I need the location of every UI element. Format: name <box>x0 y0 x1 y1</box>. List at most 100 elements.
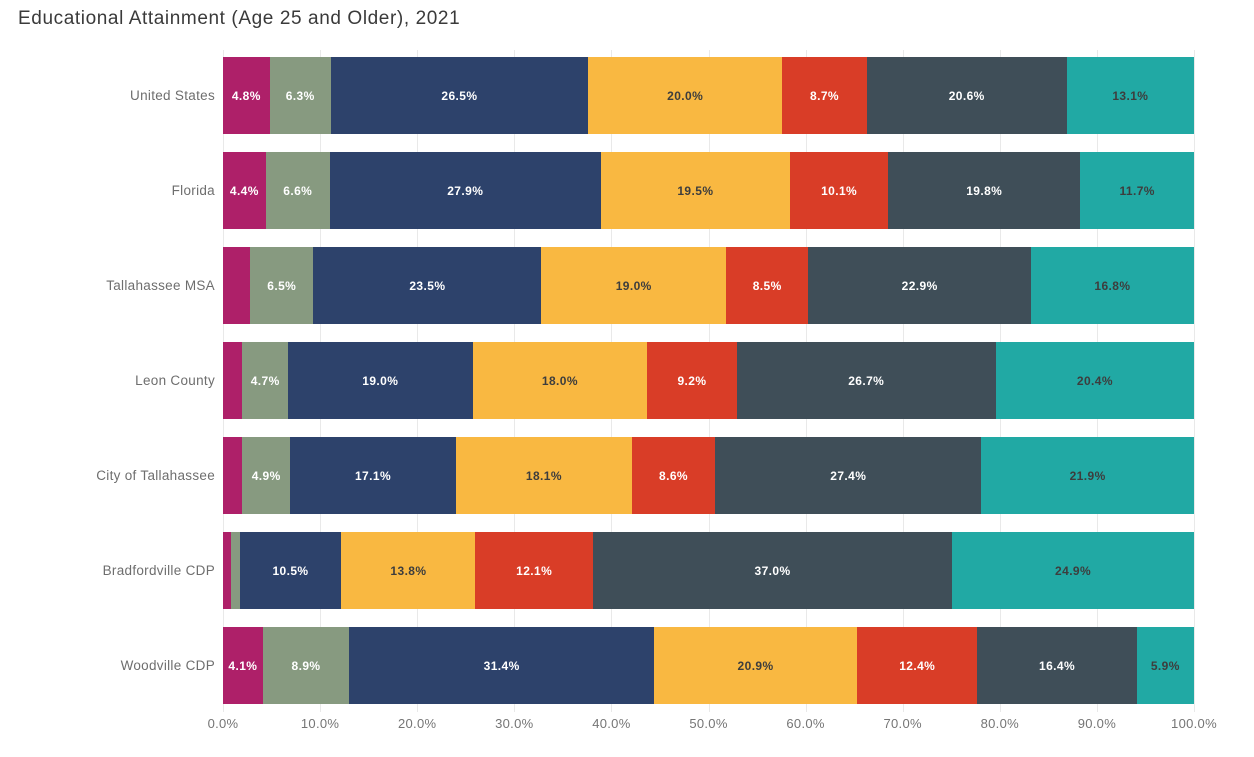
bar-segment-segment-2-sage[interactable]: 6.3% <box>269 57 331 134</box>
segment-value-label: 17.1% <box>354 468 392 483</box>
segment-value-label: 4.1% <box>228 658 258 673</box>
segment-value-label: 16.8% <box>1094 278 1131 293</box>
bar-segment-segment-3-navy[interactable]: 10.5% <box>239 532 342 609</box>
category-label: Tallahassee MSA <box>106 278 215 293</box>
bar-segment-segment-6-slate[interactable]: 16.4% <box>977 627 1137 704</box>
segment-value-label: 11.7% <box>1119 183 1155 198</box>
bar-segment-segment-2-sage[interactable] <box>230 532 240 609</box>
x-axis-tick-label: 90.0% <box>1077 716 1117 731</box>
category-label: Bradfordville CDP <box>102 563 215 578</box>
bar-segment-segment-2-sage[interactable]: 4.7% <box>242 342 289 419</box>
segment-value-label: 27.4% <box>830 468 867 483</box>
bar-segment-segment-2-sage[interactable]: 4.9% <box>242 437 290 514</box>
segment-value-label: 6.5% <box>267 278 297 293</box>
x-axis-tick-label: 80.0% <box>980 716 1019 731</box>
segment-value-label: 20.6% <box>948 88 985 103</box>
segment-value-label: 10.5% <box>272 563 309 578</box>
bar-segment-segment-5-red[interactable]: 12.1% <box>475 532 593 609</box>
bar-segment-segment-6-slate[interactable]: 26.7% <box>736 342 996 419</box>
bar-segment-segment-4-amber[interactable]: 19.5% <box>600 152 791 229</box>
bar-segment-segment-5-red[interactable]: 8.7% <box>782 57 867 134</box>
bar-segment-segment-5-red[interactable]: 8.6% <box>631 437 716 514</box>
bar-segment-segment-5-red[interactable]: 12.4% <box>857 627 978 704</box>
bar-segment-segment-1-magenta[interactable] <box>223 532 231 609</box>
bar-segment-segment-2-sage[interactable]: 6.5% <box>250 247 314 324</box>
x-axis-tick-label: 10.0% <box>300 716 340 731</box>
segment-value-label: 6.6% <box>283 183 313 198</box>
bar-segment-segment-4-amber[interactable]: 20.9% <box>654 627 858 704</box>
bar-segment-segment-1-magenta[interactable]: 4.1% <box>223 627 263 704</box>
segment-value-label: 8.5% <box>752 278 782 293</box>
segment-value-label: 9.2% <box>677 373 707 388</box>
segment-value-label: 8.9% <box>291 658 321 673</box>
bar-segment-segment-7-teal[interactable]: 13.1% <box>1066 57 1194 134</box>
bar-segment-segment-5-red[interactable]: 9.2% <box>647 342 737 419</box>
bar-segment-segment-7-teal[interactable]: 16.8% <box>1030 247 1194 324</box>
chart-title: Educational Attainment (Age 25 and Older… <box>18 8 461 29</box>
segment-value-label: 19.0% <box>615 278 652 293</box>
bar-segment-segment-4-amber[interactable]: 13.8% <box>341 532 476 609</box>
bar-segment-segment-1-magenta[interactable] <box>223 342 243 419</box>
bar-segment-segment-7-teal[interactable]: 24.9% <box>952 532 1194 609</box>
bar-segment-segment-7-teal[interactable]: 5.9% <box>1136 627 1194 704</box>
segment-value-label: 20.9% <box>737 658 774 673</box>
segment-value-label: 19.5% <box>677 183 714 198</box>
segment-value-label: 19.8% <box>966 183 1003 198</box>
bar-segment-segment-4-amber[interactable]: 20.0% <box>588 57 783 134</box>
bar-segment-segment-3-navy[interactable]: 17.1% <box>289 437 457 514</box>
bar-segment-segment-4-amber[interactable]: 18.0% <box>472 342 648 419</box>
bar-segment-segment-3-navy[interactable]: 26.5% <box>330 57 589 134</box>
category-label: Leon County <box>135 373 215 388</box>
segment-value-label: 4.7% <box>250 373 280 388</box>
segment-value-label: 31.4% <box>483 658 520 673</box>
segment-value-label: 8.7% <box>810 88 839 103</box>
x-axis-tick-label: 30.0% <box>495 716 534 731</box>
segment-value-label: 4.4% <box>229 183 259 198</box>
category-label: City of Tallahassee <box>96 468 215 483</box>
bar-segment-segment-3-navy[interactable]: 31.4% <box>349 627 655 704</box>
bar-segment-segment-5-red[interactable]: 10.1% <box>790 152 889 229</box>
segment-value-label: 8.6% <box>659 468 688 483</box>
segment-value-label: 4.9% <box>251 468 281 483</box>
segment-value-label: 19.0% <box>362 373 399 388</box>
bar-segment-segment-6-slate[interactable]: 37.0% <box>592 532 953 609</box>
bar-segment-segment-1-magenta[interactable]: 4.4% <box>223 152 266 229</box>
bar-row: 4.4% 6.6% 27.9% 19.5% 10.1% 19.8% 11.7% <box>223 152 1194 229</box>
bar-segment-segment-4-amber[interactable]: 19.0% <box>541 247 726 324</box>
x-axis-tick-label: 50.0% <box>689 716 728 731</box>
bar-segment-segment-1-magenta[interactable]: 4.8% <box>223 57 270 134</box>
segment-value-label: 12.1% <box>516 563 553 578</box>
bar-segment-segment-2-sage[interactable]: 8.9% <box>262 627 350 704</box>
bar-segment-segment-5-red[interactable]: 8.5% <box>725 247 809 324</box>
bar-row: 4.7% 19.0% 18.0% 9.2% 26.7% 20.4% <box>223 342 1194 419</box>
segment-value-label: 22.9% <box>901 278 938 293</box>
segment-value-label: 18.0% <box>541 373 578 388</box>
category-label: Woodville CDP <box>120 658 215 673</box>
bar-segment-segment-3-navy[interactable]: 19.0% <box>288 342 473 419</box>
segment-value-label: 20.0% <box>667 88 704 103</box>
x-axis-tick-label: 0.0% <box>207 716 239 731</box>
bar-segment-segment-3-navy[interactable]: 23.5% <box>313 247 542 324</box>
category-label: Florida <box>171 183 215 198</box>
bar-segment-segment-2-sage[interactable]: 6.6% <box>265 152 330 229</box>
bar-segment-segment-7-teal[interactable]: 11.7% <box>1080 152 1194 229</box>
x-axis-tick-label: 100.0% <box>1171 716 1217 731</box>
bar-segment-segment-1-magenta[interactable] <box>223 437 243 514</box>
x-axis-tick-label: 20.0% <box>398 716 437 731</box>
bar-segment-segment-7-teal[interactable]: 20.4% <box>995 342 1194 419</box>
segment-value-label: 13.8% <box>390 563 427 578</box>
bar-segment-segment-3-navy[interactable]: 27.9% <box>329 152 601 229</box>
bar-segment-segment-7-teal[interactable]: 21.9% <box>981 437 1194 514</box>
bar-segment-segment-6-slate[interactable]: 19.8% <box>888 152 1081 229</box>
segment-value-label: 12.4% <box>899 658 936 673</box>
bar-segment-segment-4-amber[interactable]: 18.1% <box>456 437 632 514</box>
segment-value-label: 4.8% <box>231 88 261 103</box>
segment-value-label: 37.0% <box>754 563 791 578</box>
segment-value-label: 18.1% <box>525 468 562 483</box>
bar-segment-segment-1-magenta[interactable] <box>223 247 251 324</box>
bar-segment-segment-6-slate[interactable]: 27.4% <box>715 437 982 514</box>
x-axis-tick-label: 70.0% <box>883 716 922 731</box>
bar-segment-segment-6-slate[interactable]: 20.6% <box>866 57 1067 134</box>
bar-segment-segment-6-slate[interactable]: 22.9% <box>808 247 1031 324</box>
